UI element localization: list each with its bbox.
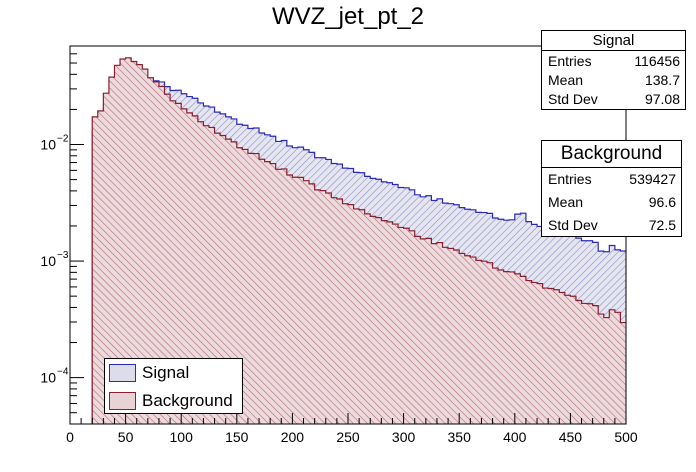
stats-row-entries: Entries 116456 (542, 51, 685, 71)
x-tick-label: 400 (503, 429, 527, 445)
x-tick-label: 200 (281, 429, 305, 445)
stats-label: Entries (548, 171, 592, 187)
x-tick-label: 100 (170, 429, 194, 445)
stats-value: 539427 (629, 171, 676, 187)
x-tick-label: 0 (66, 429, 74, 445)
stats-value: 138.7 (644, 72, 680, 88)
stats-label: Mean (548, 72, 584, 88)
x-tick-label: 150 (225, 429, 249, 445)
series-fill-background (92, 57, 626, 424)
legend: Signal Background (104, 358, 243, 414)
stats-row-stddev: Std Dev 72.5 (542, 214, 681, 237)
stats-box-signal: Signal Entries 116456 Mean 138.7 Std Dev… (541, 30, 686, 110)
stats-label: Mean (548, 194, 584, 210)
series-line-signal (91, 76, 626, 424)
y-tick-exponent: −2 (57, 134, 69, 145)
legend-label: Background (142, 391, 233, 410)
legend-swatch-background (109, 392, 136, 410)
legend-item-background: Background (105, 387, 233, 415)
y-tick-label: 10 (40, 137, 56, 153)
x-tick-label: 300 (392, 429, 416, 445)
chart-title: WVZ_jet_pt_2 (272, 3, 424, 30)
series-line-background (91, 57, 626, 424)
x-tick-label: 450 (559, 429, 583, 445)
y-tick-exponent: −4 (57, 367, 69, 378)
stats-row-mean: Mean 96.6 (542, 191, 681, 214)
x-tick-label: 350 (448, 429, 472, 445)
legend-item-signal: Signal (105, 359, 189, 387)
x-tick-label: 500 (614, 429, 638, 445)
x-tick-label: 50 (118, 429, 134, 445)
y-tick-label: 10 (40, 370, 56, 386)
legend-label: Signal (142, 363, 190, 382)
stats-label: Std Dev (548, 217, 598, 233)
stats-value: 116456 (634, 53, 680, 69)
y-tick-exponent: −3 (57, 250, 69, 261)
legend-swatch-signal (109, 364, 136, 382)
x-tick-label: 250 (336, 429, 360, 445)
stats-label: Entries (548, 53, 592, 69)
stats-title: Background (542, 141, 681, 168)
stats-row-entries: Entries 539427 (542, 168, 681, 191)
stats-value: 72.5 (648, 217, 676, 233)
stats-value: 96.6 (648, 194, 676, 210)
stats-title: Signal (542, 31, 685, 51)
stats-box-background: Background Entries 539427 Mean 96.6 Std … (541, 140, 682, 237)
stats-label: Std Dev (548, 91, 598, 107)
stats-row-mean: Mean 138.7 (542, 71, 685, 90)
y-tick-label: 10 (40, 253, 56, 269)
stats-row-stddev: Std Dev 97.08 (542, 90, 685, 109)
stats-value: 97.08 (644, 91, 680, 107)
